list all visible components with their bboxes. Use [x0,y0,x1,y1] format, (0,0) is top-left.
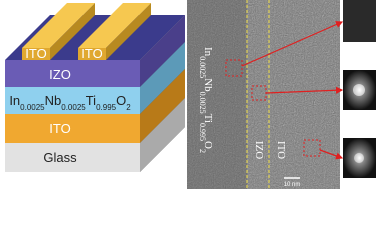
izo-layer [5,60,140,87]
layer-label: In0.0025Nb0.0025Ti0.995O2 [9,93,131,112]
ito-layer [5,114,140,143]
electrode-label: ITO [25,46,46,61]
subscript: 2 [126,103,131,112]
region-label: In0.0025Nb0.0025Ti0.995O2 [199,47,215,153]
figure: ITO ITO IZO In0.0025Nb0.0025Ti0.995O2 IT… [5,0,376,189]
subscript: 0.995 [199,123,208,141]
element: Nb [45,93,62,108]
fft-insets [343,0,376,178]
element: Ti [202,114,214,123]
device-schematic: ITO ITO IZO In0.0025Nb0.0025Ti0.995O2 IT… [5,3,185,172]
element: O [116,93,126,108]
layer-label: ITO [49,121,70,136]
electrode [22,3,95,60]
subscript: 0.0025 [199,92,208,114]
region-label: ITO [275,141,287,159]
tem-image: In0.0025Nb0.0025Ti0.995O2 IZO ITO 10 nm [187,0,344,189]
subscript: 0.995 [96,103,117,112]
active-layer [5,87,140,114]
element: O [202,141,214,149]
electrode [78,3,151,60]
electrode-label: ITO [81,46,102,61]
region-label: IZO [253,141,265,159]
element: Nb [202,78,214,92]
element: Ti [86,93,96,108]
subscript: 0.0025 [20,103,45,112]
subscript: 0.0025 [61,103,86,112]
scale-bar-label: 10 nm [284,182,301,188]
element: In [9,93,20,108]
element: In [202,47,214,57]
subscript: 2 [199,149,208,153]
layer-label: IZO [49,67,71,82]
layer-label: Glass [43,150,77,165]
subscript: 0.0025 [199,56,208,78]
glass-layer [5,143,140,172]
